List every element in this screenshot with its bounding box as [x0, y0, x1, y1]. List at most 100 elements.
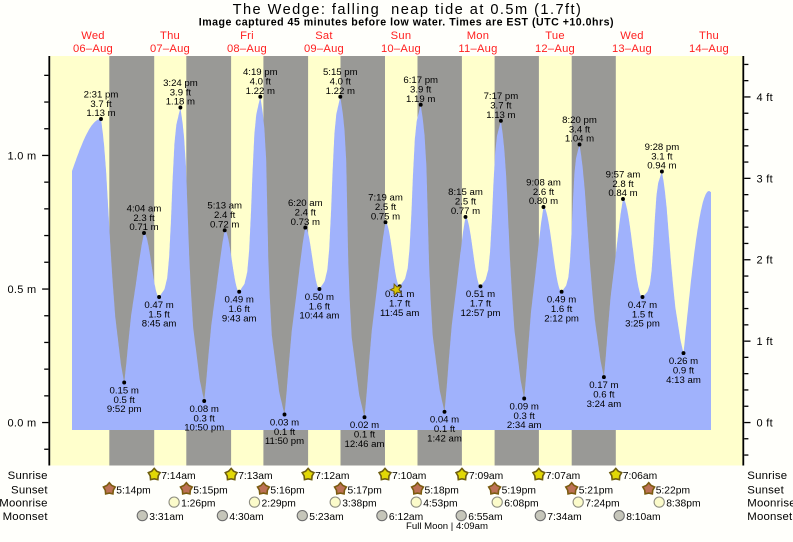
svg-text:2.5 ft: 2.5 ft	[455, 197, 477, 208]
svg-text:11:45 am: 11:45 am	[380, 308, 419, 319]
svg-text:2.8 ft: 2.8 ft	[612, 179, 634, 190]
svg-text:7:24pm: 7:24pm	[585, 499, 619, 510]
svg-text:Sat: Sat	[315, 30, 333, 42]
svg-text:2.5 ft: 2.5 ft	[375, 202, 397, 213]
svg-text:4:30am: 4:30am	[229, 512, 263, 523]
svg-text:8:10am: 8:10am	[626, 512, 660, 523]
svg-text:9:52 pm: 9:52 pm	[107, 404, 142, 415]
svg-text:3.7 ft: 3.7 ft	[490, 101, 512, 112]
svg-text:5:21pm: 5:21pm	[579, 485, 613, 496]
svg-text:4 ft: 4 ft	[757, 92, 774, 104]
svg-text:0.1 ft: 0.1 ft	[434, 424, 456, 435]
svg-text:Moonrise: Moonrise	[0, 498, 48, 510]
svg-text:0.51 m: 0.51 m	[466, 289, 495, 300]
svg-text:9:43 am: 9:43 am	[222, 313, 257, 324]
svg-text:1.19 m: 1.19 m	[406, 94, 435, 105]
svg-text:0.75 m: 0.75 m	[371, 211, 400, 222]
svg-text:2 ft: 2 ft	[757, 255, 774, 267]
svg-text:1.5 ft: 1.5 ft	[148, 309, 170, 320]
svg-text:08–Aug: 08–Aug	[227, 43, 267, 55]
svg-text:Tue: Tue	[545, 30, 565, 42]
svg-text:2:34 am: 2:34 am	[507, 420, 542, 431]
svg-text:5:23am: 5:23am	[309, 512, 343, 523]
svg-text:2.4 ft: 2.4 ft	[214, 210, 236, 221]
svg-text:3:38pm: 3:38pm	[342, 499, 376, 510]
svg-text:Wed: Wed	[620, 30, 644, 42]
svg-text:1.18 m: 1.18 m	[166, 97, 195, 108]
svg-text:2.6 ft: 2.6 ft	[533, 187, 555, 198]
svg-text:2.4 ft: 2.4 ft	[295, 207, 317, 218]
svg-text:8:15 am: 8:15 am	[448, 187, 483, 198]
svg-text:06–Aug: 06–Aug	[73, 43, 113, 55]
svg-text:0.5 m: 0.5 m	[7, 284, 36, 296]
svg-text:3:25 pm: 3:25 pm	[625, 319, 660, 330]
svg-text:1.5 ft: 1.5 ft	[632, 309, 654, 320]
svg-text:6:55am: 6:55am	[468, 512, 502, 523]
svg-text:0.5 ft: 0.5 ft	[114, 395, 136, 406]
svg-text:7:17 pm: 7:17 pm	[484, 91, 519, 102]
svg-text:0.1 ft: 0.1 ft	[354, 430, 376, 441]
svg-text:1.22 m: 1.22 m	[326, 86, 355, 97]
svg-text:9:08 am: 9:08 am	[526, 177, 561, 188]
svg-text:3 ft: 3 ft	[757, 173, 774, 185]
svg-text:10–Aug: 10–Aug	[381, 43, 421, 55]
svg-text:0.02 m: 0.02 m	[350, 420, 379, 431]
svg-text:12:57 pm: 12:57 pm	[460, 308, 500, 319]
svg-text:09–Aug: 09–Aug	[304, 43, 344, 55]
svg-text:0.77 m: 0.77 m	[451, 206, 480, 217]
svg-text:6:08pm: 6:08pm	[504, 499, 538, 510]
svg-text:7:34am: 7:34am	[547, 512, 581, 523]
svg-text:3.9 ft: 3.9 ft	[170, 87, 192, 98]
svg-text:10:50 pm: 10:50 pm	[184, 423, 224, 434]
svg-text:5:15pm: 5:15pm	[193, 485, 227, 496]
svg-text:2:31 pm: 2:31 pm	[84, 89, 119, 100]
svg-text:5:18pm: 5:18pm	[425, 485, 459, 496]
svg-text:0.49 m: 0.49 m	[547, 295, 576, 306]
svg-text:0.50 m: 0.50 m	[305, 292, 334, 303]
svg-text:The Wedge: falling neap tide: The Wedge: falling neap tide at 0.5m (1.…	[233, 2, 583, 18]
svg-text:Thu: Thu	[160, 30, 180, 42]
svg-text:6:12am: 6:12am	[389, 512, 423, 523]
svg-text:0.73 m: 0.73 m	[291, 217, 320, 228]
svg-text:7:12am: 7:12am	[315, 471, 349, 482]
svg-text:3:24 am: 3:24 am	[587, 399, 622, 410]
svg-text:Image captured 45 minutes befo: Image captured 45 minutes before low wat…	[199, 17, 614, 29]
svg-text:Full Moon | 4:09am: Full Moon | 4:09am	[406, 521, 488, 532]
svg-text:4.0 ft: 4.0 ft	[330, 77, 352, 88]
svg-text:2:29pm: 2:29pm	[262, 499, 296, 510]
svg-text:7:14am: 7:14am	[161, 471, 195, 482]
svg-text:1.7 ft: 1.7 ft	[470, 299, 492, 310]
svg-text:7:06am: 7:06am	[623, 471, 657, 482]
svg-text:0.9 ft: 0.9 ft	[673, 365, 695, 376]
svg-text:4:19 pm: 4:19 pm	[243, 67, 278, 78]
svg-text:0.94 m: 0.94 m	[647, 161, 676, 172]
svg-text:5:14pm: 5:14pm	[116, 485, 150, 496]
svg-text:1.04 m: 1.04 m	[565, 134, 594, 145]
svg-text:0.71 m: 0.71 m	[129, 222, 158, 233]
svg-text:0.84 m: 0.84 m	[608, 188, 637, 199]
svg-text:0.03 m: 0.03 m	[270, 417, 299, 428]
svg-text:5:22pm: 5:22pm	[656, 485, 690, 496]
svg-text:5:13 am: 5:13 am	[207, 201, 242, 212]
svg-text:4:53pm: 4:53pm	[423, 499, 457, 510]
svg-text:3.4 ft: 3.4 ft	[569, 124, 591, 135]
svg-text:Sunrise: Sunrise	[747, 470, 787, 482]
svg-text:12:46 am: 12:46 am	[344, 439, 384, 450]
svg-text:0.1 ft: 0.1 ft	[274, 427, 296, 438]
svg-text:4:13 am: 4:13 am	[666, 375, 701, 386]
svg-text:0.51 m: 0.51 m	[385, 289, 414, 300]
svg-text:5:19pm: 5:19pm	[502, 485, 536, 496]
svg-text:1.0 m: 1.0 m	[7, 151, 36, 163]
svg-text:07–Aug: 07–Aug	[150, 43, 190, 55]
svg-text:2.3 ft: 2.3 ft	[133, 213, 155, 224]
svg-text:0.49 m: 0.49 m	[225, 295, 254, 306]
svg-text:1.22 m: 1.22 m	[246, 86, 275, 97]
svg-text:1:26pm: 1:26pm	[181, 499, 215, 510]
svg-text:0.17 m: 0.17 m	[589, 380, 618, 391]
svg-text:1.7 ft: 1.7 ft	[389, 299, 411, 310]
svg-text:0.80 m: 0.80 m	[529, 196, 558, 207]
svg-text:0.72 m: 0.72 m	[210, 220, 239, 231]
svg-text:Sun: Sun	[391, 30, 412, 42]
svg-text:Moonset: Moonset	[3, 511, 49, 523]
svg-text:3:24 pm: 3:24 pm	[163, 78, 198, 89]
